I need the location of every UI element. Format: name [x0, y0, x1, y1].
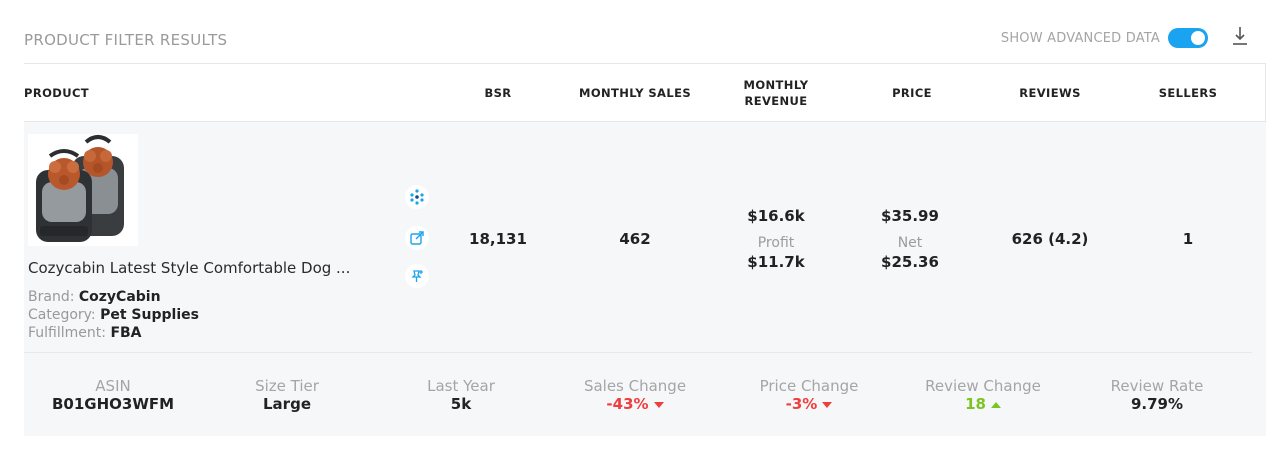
- adv-review-rate-label: Review Rate: [1110, 377, 1204, 395]
- price-value: $35.99: [881, 207, 939, 225]
- table-row[interactable]: [24, 122, 1266, 436]
- results-header: PRODUCT FILTER RESULTS SHOW ADVANCED DAT…: [0, 0, 1288, 64]
- adv-price-change: Price Change -3%: [739, 377, 879, 413]
- fulfillment-value: FBA: [110, 325, 142, 341]
- adv-size-tier: Size Tier Large: [217, 377, 357, 413]
- adv-asin-value[interactable]: B01GHO3WFM: [51, 395, 175, 413]
- adv-last-year: Last Year 5k: [391, 377, 531, 413]
- advanced-data-control: SHOW ADVANCED DATA: [1001, 28, 1208, 48]
- download-icon[interactable]: [1232, 25, 1248, 47]
- column-reviews[interactable]: REVIEWS: [1019, 86, 1081, 100]
- sales-change-number: -43%: [606, 395, 649, 413]
- monthly-sales-value: 462: [619, 230, 651, 248]
- column-monthly-revenue[interactable]: MONTHLY REVENUE: [743, 78, 809, 108]
- row-advanced-divider: [24, 352, 1252, 353]
- category-value: Pet Supplies: [100, 307, 199, 323]
- advanced-data-toggle[interactable]: [1168, 28, 1208, 48]
- adv-review-change-label: Review Change: [925, 377, 1041, 395]
- page-title: PRODUCT FILTER RESULTS: [24, 31, 228, 49]
- product-image[interactable]: [28, 134, 138, 246]
- monthly-revenue-value: $16.6k: [747, 207, 805, 225]
- reviews-value: 626 (4.2): [1011, 230, 1089, 248]
- bsr-value: 18,131: [469, 230, 527, 248]
- adv-asin: ASIN B01GHO3WFM: [43, 377, 183, 413]
- column-product[interactable]: PRODUCT: [24, 86, 90, 100]
- adv-review-rate: Review Rate 9.79%: [1087, 377, 1227, 413]
- adv-price-change-label: Price Change: [759, 377, 859, 395]
- external-link-icon[interactable]: [405, 226, 429, 250]
- advanced-data-label: SHOW ADVANCED DATA: [1000, 30, 1160, 46]
- product-brand: Brand: CozyCabin: [28, 288, 161, 306]
- review-change-number: 18: [965, 395, 986, 413]
- price-change-number: -3%: [785, 395, 818, 413]
- adv-last-year-label: Last Year: [427, 377, 495, 395]
- table-header: PRODUCT BSR MONTHLY SALES MONTHLY REVENU…: [0, 64, 1266, 122]
- adv-sales-change-value: -43%: [565, 395, 705, 413]
- trend-down-icon: [822, 401, 833, 408]
- adv-sales-change: Sales Change -43%: [565, 377, 705, 413]
- product-category: Category: Pet Supplies: [28, 306, 199, 324]
- profit-value: $11.7k: [747, 253, 805, 271]
- pin-icon[interactable]: [405, 264, 429, 288]
- profit-label: Profit: [757, 235, 795, 251]
- product-title[interactable]: Cozycabin Latest Style Comfortable Dog .…: [28, 259, 351, 277]
- column-bsr[interactable]: BSR: [484, 86, 512, 100]
- header-divider: [24, 63, 1266, 64]
- column-sellers[interactable]: SELLERS: [1158, 86, 1218, 100]
- adv-review-change-value: 18: [913, 395, 1053, 413]
- adv-review-change: Review Change 18: [913, 377, 1053, 413]
- adv-size-tier-value: Large: [263, 395, 311, 413]
- fulfillment-label: Fulfillment:: [28, 325, 106, 341]
- adv-sales-change-label: Sales Change: [583, 377, 687, 395]
- category-label: Category:: [28, 307, 96, 323]
- adv-last-year-value: 5k: [450, 395, 472, 413]
- adv-asin-label: ASIN: [95, 377, 131, 395]
- trend-up-icon: [990, 401, 1001, 408]
- adv-price-change-value: -3%: [739, 395, 879, 413]
- brand-label: Brand:: [28, 289, 75, 305]
- column-price[interactable]: PRICE: [892, 86, 932, 100]
- trend-down-icon: [653, 401, 664, 408]
- brand-value: CozyCabin: [78, 289, 161, 305]
- toggle-knob: [1191, 31, 1205, 45]
- header-bottom-divider: [24, 121, 1266, 122]
- sellers-value: 1: [1182, 230, 1194, 248]
- adv-review-rate-value: 9.79%: [1130, 395, 1184, 413]
- adv-size-tier-label: Size Tier: [255, 377, 319, 395]
- net-label: Net: [897, 235, 923, 251]
- net-value: $25.36: [881, 253, 939, 271]
- column-monthly-sales[interactable]: MONTHLY SALES: [578, 86, 692, 100]
- product-fulfillment: Fulfillment: FBA: [28, 324, 142, 342]
- scatter-dots-icon[interactable]: [405, 185, 429, 209]
